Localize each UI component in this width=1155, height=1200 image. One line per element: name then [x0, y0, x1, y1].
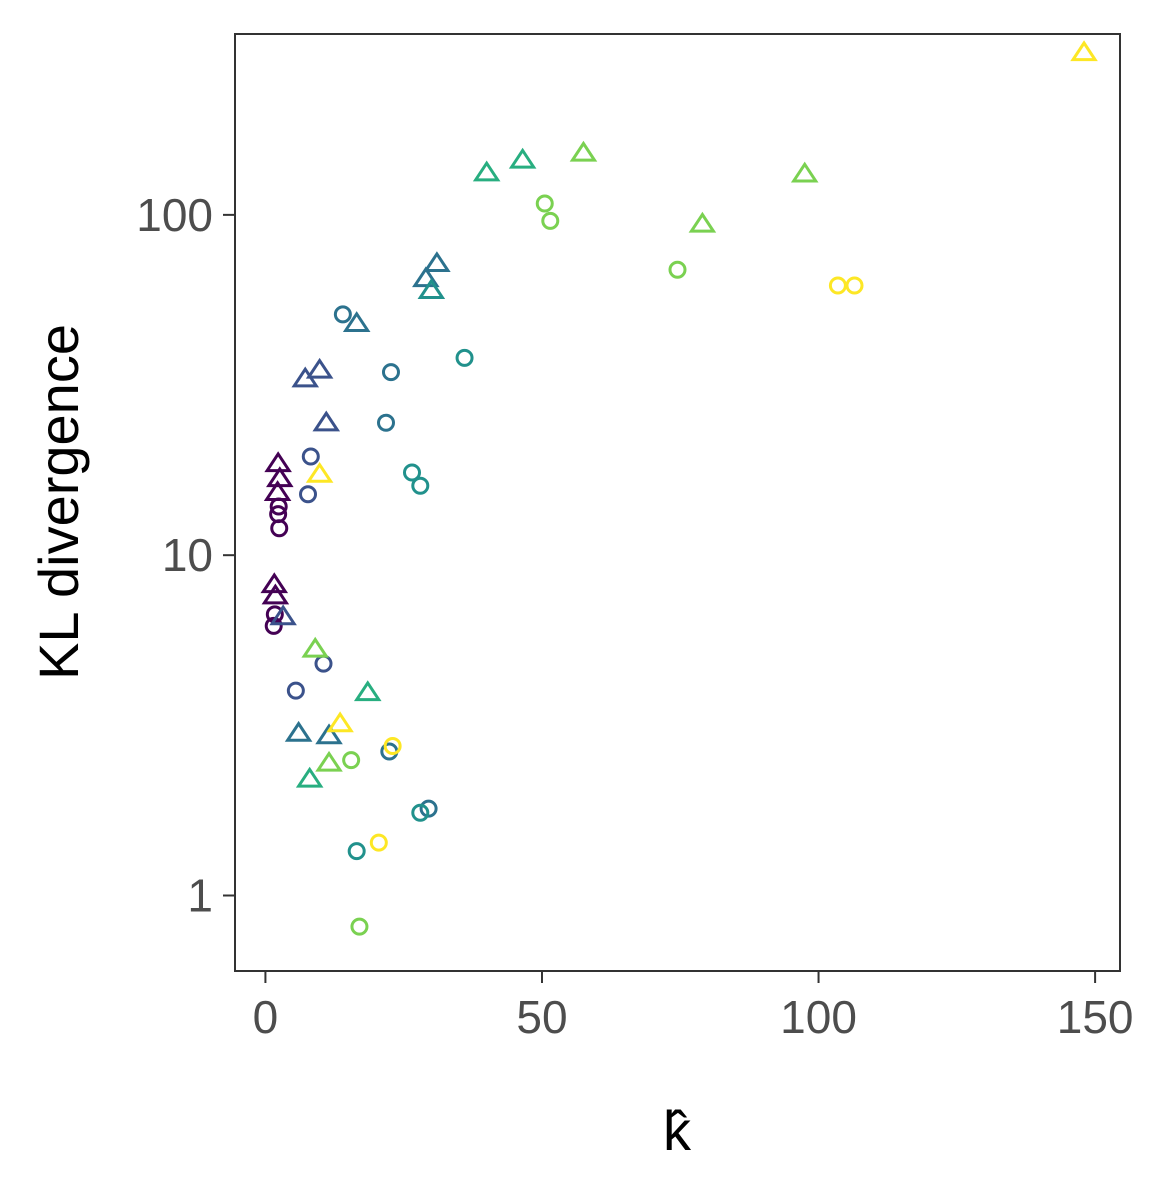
point-circle	[411, 476, 430, 495]
point-triangle	[261, 583, 290, 605]
point-triangle	[295, 766, 324, 788]
point-triangle	[263, 480, 292, 501]
point-circle	[403, 463, 421, 482]
y-axis-title: KL divergence	[27, 324, 90, 680]
point-circle	[383, 736, 402, 755]
y-axis: 1 10 100	[136, 189, 235, 922]
point-triangle	[305, 357, 334, 379]
x-tick-label: 0	[253, 991, 279, 1043]
point-triangle	[790, 161, 819, 183]
y-tick-label: 10	[162, 529, 213, 581]
point-circle	[342, 751, 361, 770]
point-circle	[299, 485, 318, 504]
point-triangle	[315, 750, 343, 772]
point-circle	[286, 681, 305, 700]
y-tick-label: 100	[136, 189, 213, 241]
point-circle	[347, 842, 366, 861]
point-triangle	[269, 604, 297, 626]
x-tick-label: 150	[1057, 991, 1134, 1043]
y-tick-label: 1	[187, 870, 213, 922]
point-triangle	[472, 160, 501, 182]
point-triangle	[260, 572, 289, 594]
point-triangle	[417, 278, 446, 299]
point-triangle	[1070, 40, 1098, 62]
point-circle	[264, 616, 283, 635]
point-triangle	[353, 680, 382, 702]
x-tick-label: 50	[516, 991, 567, 1043]
point-triangle	[423, 251, 451, 273]
point-circle	[828, 276, 847, 295]
point-triangle	[312, 410, 341, 432]
point-circle	[845, 276, 864, 295]
point-triangle	[326, 711, 354, 733]
point-circle	[455, 348, 474, 367]
point-triangle	[301, 636, 329, 658]
point-triangle	[508, 147, 537, 169]
x-tick-label: 100	[780, 991, 857, 1043]
point-circle	[411, 803, 430, 822]
point-triangle	[688, 211, 717, 233]
x-axis-title: k̂	[663, 1099, 692, 1162]
point-circle	[369, 833, 388, 852]
point-circle	[668, 260, 687, 279]
point-circle	[350, 917, 369, 936]
point-circle	[541, 211, 560, 230]
point-circle	[333, 305, 352, 324]
point-triangle	[266, 466, 294, 488]
point-triangle	[264, 451, 292, 473]
points-layer	[260, 40, 1098, 936]
point-circle	[377, 413, 396, 432]
point-triangle	[342, 311, 371, 332]
point-triangle	[569, 140, 598, 162]
point-circle	[381, 363, 400, 382]
point-circle	[301, 447, 320, 466]
panel-border	[234, 33, 1121, 972]
point-triangle	[315, 723, 343, 745]
point-circle	[269, 505, 288, 524]
point-triangle	[412, 266, 440, 288]
x-axis: 0 50 100 150	[253, 971, 1134, 1043]
point-triangle	[305, 461, 334, 483]
point-circle	[535, 194, 554, 213]
point-circle	[314, 654, 333, 673]
point-triangle	[284, 720, 313, 742]
